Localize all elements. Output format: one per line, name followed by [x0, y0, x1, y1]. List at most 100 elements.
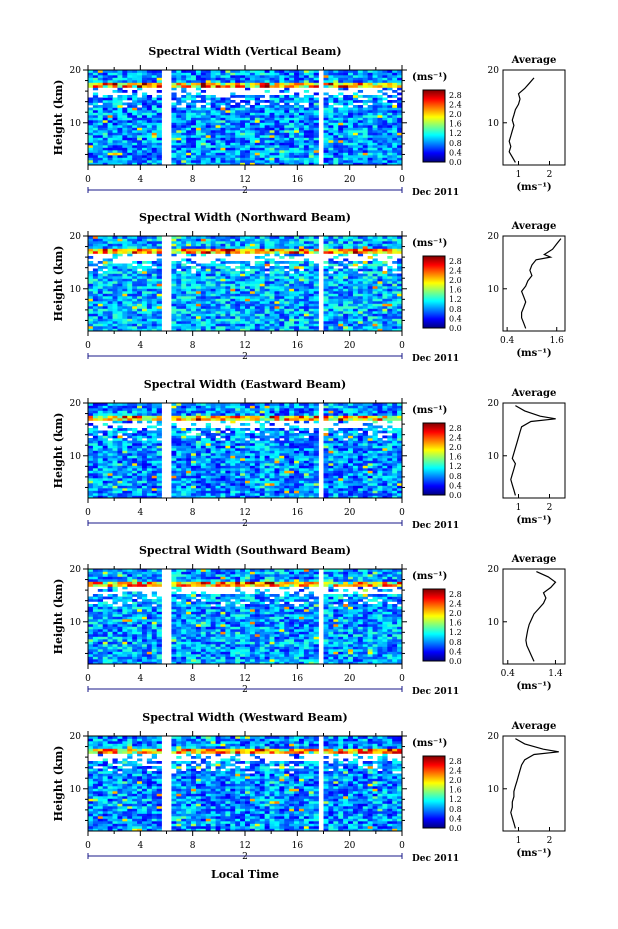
heatmap-cell [357, 77, 364, 81]
heatmap-cell [88, 291, 94, 294]
heatmap-cell [88, 152, 94, 156]
heatmap-cell [303, 70, 310, 73]
heatmap-cell [249, 278, 256, 282]
heatmap-cell [254, 147, 261, 151]
heatmap-cell [357, 105, 364, 108]
heatmap-cell [181, 125, 187, 128]
heatmap-cell [230, 157, 236, 161]
heatmap-cell [195, 313, 202, 317]
heatmap-cell [191, 306, 197, 309]
heatmap-cell [348, 268, 354, 272]
heatmap-cell [328, 82, 334, 86]
heatmap-cell [186, 107, 192, 111]
heatmap-cell [279, 145, 285, 148]
heatmap-cell [195, 115, 202, 118]
heatmap-cell [298, 142, 305, 146]
heatmap-cell [112, 323, 118, 327]
heatmap-cell [215, 488, 221, 491]
heatmap-cell [362, 77, 368, 81]
heatmap-cell [279, 90, 285, 93]
heatmap-cell [97, 313, 104, 317]
heatmap-cell [328, 137, 334, 141]
heatmap-cell [367, 311, 373, 314]
heatmap-cell [235, 303, 241, 307]
heatmap-cell [97, 298, 104, 302]
heatmap-cell [264, 107, 270, 111]
heatmap-cell [382, 490, 388, 494]
heatmap-cell [195, 303, 202, 307]
heatmap-cell [362, 132, 368, 136]
heatmap-cell [186, 303, 192, 307]
heatmap-cell [343, 120, 349, 123]
heatmap-cell [205, 95, 211, 98]
heatmap-cell [127, 85, 133, 88]
heatmap-cell [264, 122, 270, 126]
heatmap-cell [259, 276, 265, 279]
heatmap-cell [107, 273, 113, 277]
day-marker: 2 [242, 186, 248, 196]
heatmap-cell [88, 281, 94, 284]
heatmap-cell [225, 485, 231, 489]
heatmap-cell [357, 288, 364, 292]
heatmap-cell [294, 288, 300, 292]
heatmap-cell [176, 495, 182, 499]
heatmap-cell [127, 493, 133, 496]
heatmap-cell [176, 117, 182, 121]
heatmap-cell [392, 115, 398, 118]
heatmap-cell [132, 132, 138, 136]
heatmap-cell [235, 120, 241, 123]
heatmap-cell [259, 150, 265, 153]
heatmap-cell [112, 140, 118, 143]
heatmap-cell [195, 488, 202, 491]
heatmap-cell [97, 70, 104, 73]
heatmap-cell [146, 303, 153, 307]
heatmap-cell [294, 85, 300, 88]
heatmap-cell [107, 306, 113, 309]
heatmap-cell [186, 473, 192, 476]
heatmap-cell [397, 142, 403, 146]
heatmap-cell [181, 127, 187, 131]
heatmap-cell [191, 296, 197, 299]
heatmap-cell [181, 107, 187, 111]
heatmap-cell [357, 135, 364, 138]
heatmap-cell [97, 478, 104, 481]
heatmap-cell [352, 288, 359, 292]
heatmap-cell [298, 286, 305, 289]
heatmap-cell [245, 243, 251, 247]
heatmap-cell [392, 145, 398, 148]
heatmap-cell [382, 480, 388, 484]
heatmap-cell [122, 318, 128, 322]
heatmap-cell [225, 283, 231, 287]
heatmap-cell [284, 483, 290, 486]
heatmap-cell [289, 85, 295, 88]
heatmap-cell [112, 117, 118, 121]
heatmap-cell [156, 90, 162, 93]
heatmap-cell [362, 323, 368, 327]
heatmap-cell [122, 77, 128, 81]
heatmap-cell [289, 283, 295, 287]
heatmap-cell [127, 263, 133, 267]
heatmap-cell [117, 147, 123, 151]
heatmap-cell [348, 100, 354, 103]
heatmap-cell [156, 478, 162, 481]
heatmap-cell [352, 142, 359, 146]
heatmap-cell [137, 87, 143, 91]
heatmap-cell [294, 253, 300, 257]
heatmap-cell [245, 87, 251, 91]
heatmap-cell [146, 112, 153, 116]
heatmap-cell [367, 296, 373, 299]
heatmap-cell [112, 77, 118, 81]
heatmap-cell [397, 238, 403, 242]
heatmap-cell [338, 122, 344, 126]
heatmap-cell [264, 82, 270, 86]
heatmap-cell [367, 135, 373, 138]
heatmap-cell [235, 122, 241, 126]
heatmap-cell [151, 246, 157, 249]
heatmap-cell [308, 296, 314, 299]
heatmap-cell [141, 480, 148, 484]
heatmap-cell [181, 278, 187, 282]
heatmap-cell [117, 87, 123, 91]
heatmap-cell [367, 263, 373, 267]
heatmap-cell [264, 276, 270, 279]
heatmap-cell [367, 157, 373, 161]
